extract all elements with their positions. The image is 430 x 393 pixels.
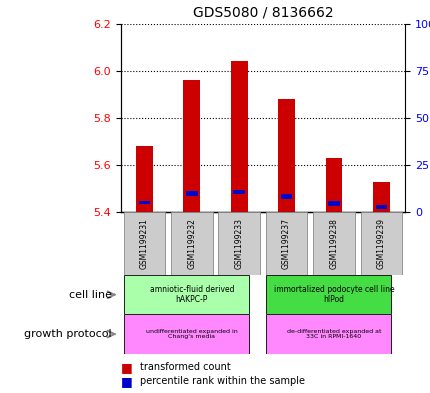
Text: GSM1199231: GSM1199231 (140, 218, 148, 269)
Bar (136, 146, 152, 212)
Text: de-differentiated expanded at
33C in RPMI-1640: de-differentiated expanded at 33C in RPM… (286, 329, 381, 340)
Text: GSM1199232: GSM1199232 (187, 218, 196, 269)
Bar (186, 191, 197, 196)
Text: GSM1199238: GSM1199238 (329, 218, 338, 269)
Text: GSM1199237: GSM1199237 (282, 218, 290, 269)
Bar (171, 212, 212, 275)
Bar (265, 314, 390, 354)
Bar (230, 61, 247, 212)
Bar (372, 182, 389, 212)
Text: cell line: cell line (69, 290, 112, 300)
Bar (375, 205, 386, 209)
Text: growth protocol: growth protocol (25, 329, 112, 339)
Bar (265, 275, 390, 314)
Text: GSM1199239: GSM1199239 (376, 218, 385, 269)
Bar (360, 212, 401, 275)
Text: ■: ■ (120, 361, 132, 374)
Title: GDS5080 / 8136662: GDS5080 / 8136662 (192, 6, 332, 20)
Bar (278, 99, 294, 212)
Bar (313, 212, 354, 275)
Bar (280, 194, 292, 198)
Text: GSM1199233: GSM1199233 (234, 218, 243, 269)
Bar (123, 314, 248, 354)
Bar (138, 201, 150, 204)
Text: amniotic-fluid derived
hAKPC-P: amniotic-fluid derived hAKPC-P (149, 285, 233, 305)
Text: transformed count: transformed count (140, 362, 230, 373)
Bar (233, 189, 244, 194)
Text: immortalized podocyte cell line
hIPod: immortalized podocyte cell line hIPod (273, 285, 393, 305)
Bar (123, 212, 165, 275)
Text: percentile rank within the sample: percentile rank within the sample (140, 376, 304, 386)
Bar (123, 275, 248, 314)
Bar (328, 201, 339, 206)
Text: ■: ■ (120, 375, 132, 388)
Bar (265, 212, 307, 275)
Bar (218, 212, 259, 275)
Bar (183, 80, 200, 212)
Text: undifferentiated expanded in
Chang's media: undifferentiated expanded in Chang's med… (146, 329, 237, 340)
Bar (325, 158, 341, 212)
